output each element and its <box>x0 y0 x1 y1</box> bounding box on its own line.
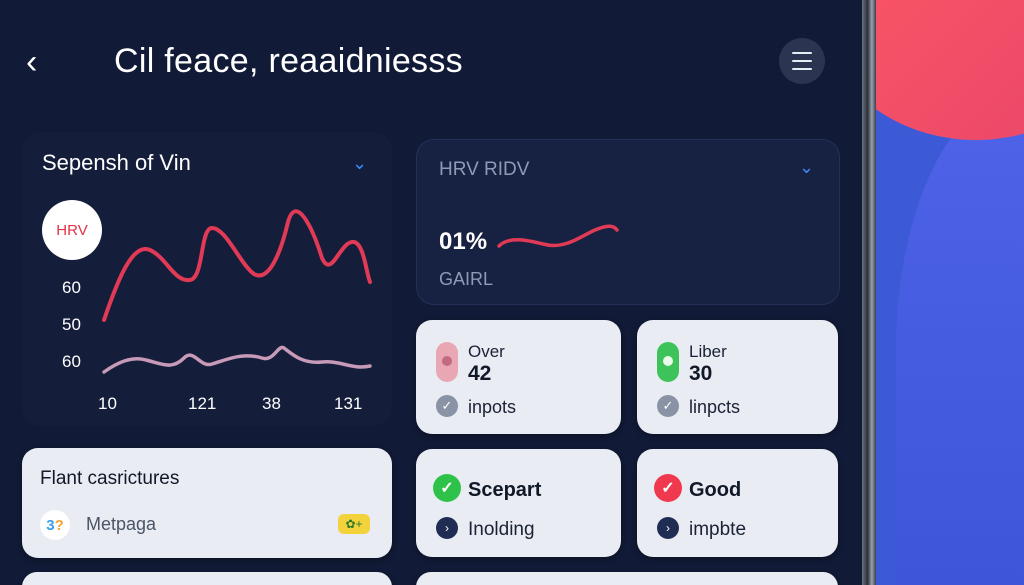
x-tick: 131 <box>334 394 363 413</box>
feature-card[interactable]: Flant casrictures 3? Metpaga ✿+ <box>22 448 392 558</box>
app-logo-icon: 3? <box>40 510 70 540</box>
card-title: Sepensh of Vin <box>42 150 191 175</box>
check-circle-icon: ✓ <box>433 474 461 502</box>
stat-footer: inpots <box>468 397 517 417</box>
status-card-good[interactable]: ✓ Good › impbte <box>637 449 838 557</box>
feature-subtitle: Metpaga <box>86 514 157 534</box>
status-label: Good <box>689 479 742 501</box>
arrow-right-icon[interactable]: › <box>657 517 679 539</box>
series-line-pink <box>102 345 372 374</box>
status-label: Scepart <box>468 479 542 501</box>
wallpaper-background <box>876 0 1024 585</box>
stat-label: Over <box>468 342 505 361</box>
hrv-sparkline <box>497 224 619 248</box>
y-tick: 60 <box>62 352 81 371</box>
hrv-line-chart <box>102 209 372 374</box>
page-title: Cil feace, reaaidniesss <box>114 42 463 80</box>
back-chevron-icon[interactable]: ‹ <box>26 43 38 81</box>
chevron-down-icon[interactable]: ⌄ <box>799 157 815 177</box>
device-frame <box>862 0 876 585</box>
stat-value: 42 <box>468 362 492 385</box>
hrv-badge: HRV <box>42 200 102 260</box>
app-screen: ‹ Cil feace, reaaidniesss Sepensh of Vin… <box>22 38 840 585</box>
status-footer: Inolding <box>468 519 535 540</box>
emoji-badge-icon: ✿+ <box>338 514 370 534</box>
hrv-percent-value: 01% <box>439 228 488 255</box>
card-title: HRV RIDV <box>439 159 530 180</box>
stat-footer: linpcts <box>689 397 741 417</box>
y-tick: 60 <box>62 278 81 297</box>
capsule-icon <box>657 342 679 382</box>
card-subtitle: GAIRL <box>439 269 494 289</box>
stat-card-over[interactable]: Over 42 ✓ inpots <box>416 320 621 434</box>
x-tick: 10 <box>98 394 117 413</box>
check-icon: ✓ <box>436 395 458 417</box>
check-icon: ✓ <box>657 395 679 417</box>
chevron-down-icon[interactable]: ⌄ <box>352 153 368 173</box>
hrv-chart-card: Sepensh of Vin ⌄ HRV 60 50 60 10 121 38 … <box>22 132 392 426</box>
check-circle-icon: ✓ <box>654 474 682 502</box>
status-card-scepart[interactable]: ✓ Scepart › Inolding <box>416 449 621 557</box>
x-tick: 38 <box>262 394 281 413</box>
hrv-ridv-card[interactable]: HRV RIDV ⌄ 01% GAIRL <box>416 139 840 305</box>
status-footer: impbte <box>689 519 747 540</box>
arrow-right-icon[interactable]: › <box>436 517 458 539</box>
x-tick: 121 <box>188 394 217 413</box>
stat-value: 30 <box>689 362 713 385</box>
series-line-red <box>102 209 372 322</box>
y-tick: 50 <box>62 315 81 334</box>
stat-card-liber[interactable]: Liber 30 ✓ linpcts <box>637 320 838 434</box>
hamburger-icon <box>792 49 812 73</box>
bottom-card[interactable] <box>416 572 838 585</box>
stat-label: Liber <box>689 342 727 361</box>
menu-button[interactable] <box>779 38 825 84</box>
bottom-card[interactable] <box>22 572 392 585</box>
feature-title: Flant casrictures <box>40 468 180 489</box>
capsule-icon <box>436 342 458 382</box>
